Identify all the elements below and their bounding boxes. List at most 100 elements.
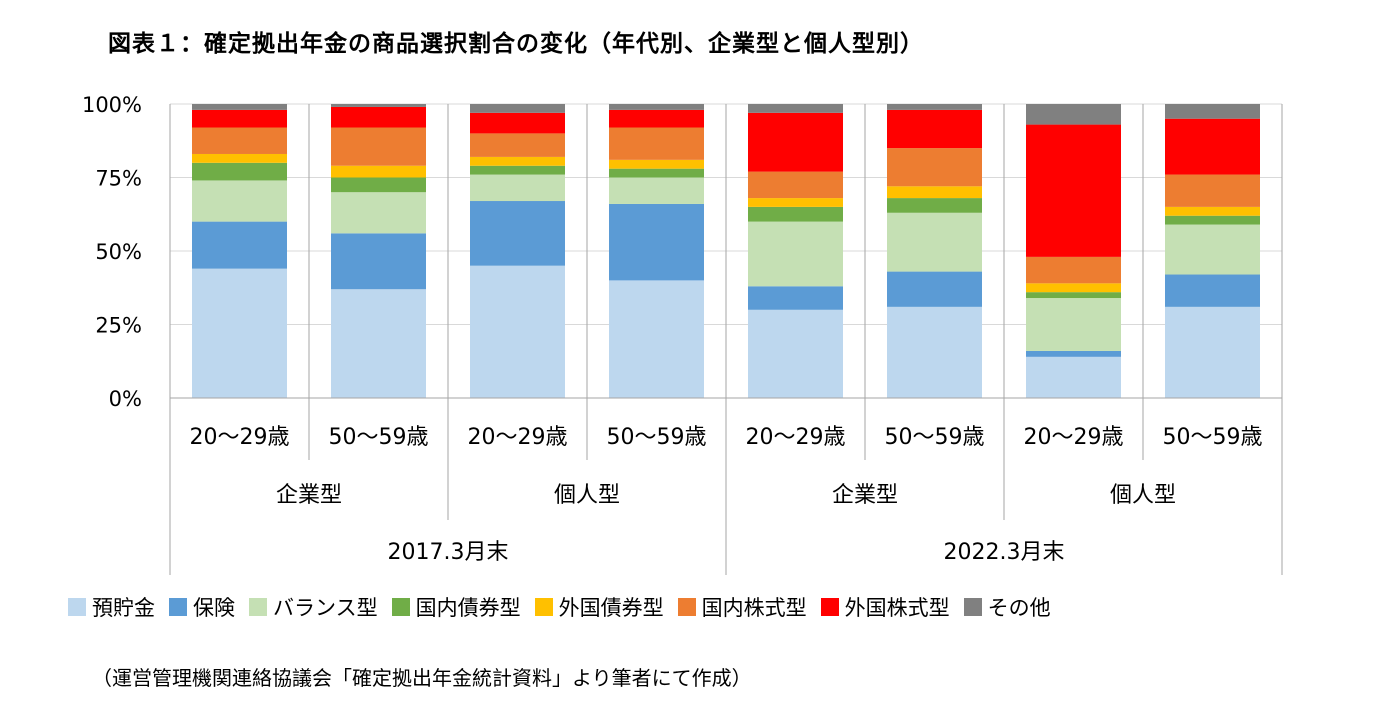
x-tick-label: 50～59歳 (607, 425, 707, 450)
legend-label: その他 (987, 596, 1051, 620)
bar-segment (1165, 274, 1260, 307)
legend-swatch (963, 598, 982, 616)
bar-segment (470, 265, 565, 398)
bar-segment (331, 192, 426, 234)
legend-label: 外国債券型 (558, 596, 664, 620)
bar-segment (1026, 298, 1121, 351)
bar-segment (609, 177, 704, 204)
bar-segment (887, 109, 982, 149)
bar-segment (1165, 224, 1260, 275)
bar-segment (609, 127, 704, 160)
bar-segment (887, 198, 982, 213)
plan-group-label: 企業型 (276, 483, 342, 508)
legend-swatch (169, 598, 187, 616)
legend-swatch (534, 598, 553, 616)
legend-label: 保険 (193, 596, 235, 620)
bar-segment (887, 186, 982, 199)
period-label: 2017.3月末 (388, 540, 509, 565)
bar-segment (609, 159, 704, 169)
x-tick-label: 50～59歳 (329, 425, 429, 450)
legend-item: 国内債券型 (391, 592, 521, 622)
legend-swatch (249, 598, 267, 616)
bar-segment (470, 165, 565, 175)
bar-segment (470, 133, 565, 157)
bar-segment (331, 106, 426, 128)
bar-segment (609, 168, 704, 178)
bar-segment (1165, 104, 1260, 119)
bar-segment (887, 271, 982, 307)
y-tick-label: 100% (82, 93, 142, 117)
bar-segment (470, 174, 565, 202)
x-tick-label: 20～29歳 (1024, 425, 1124, 450)
bar-segment (887, 148, 982, 187)
bar-segment (1026, 256, 1121, 284)
bar-segment (748, 286, 843, 310)
legend-swatch (677, 598, 696, 616)
legend-label: 国内株式型 (701, 596, 807, 620)
legend-item: 保険 (169, 592, 235, 622)
bar-segment (331, 177, 426, 193)
legend-item: バランス型 (249, 592, 378, 622)
bar-segment (609, 280, 704, 398)
bar-segment (748, 309, 843, 398)
period-label: 2022.3月末 (944, 540, 1065, 565)
bar-segment (331, 165, 426, 178)
bar-segment (1165, 306, 1260, 398)
stacked-bar-chart: 0% 25% 50% 75% 100% 20～29歳 50～59歳 20～29歳 50～59歳 2… (82, 93, 1283, 575)
bar-segment (192, 268, 287, 398)
legend-swatch (820, 598, 839, 616)
bar-segment (1026, 292, 1121, 299)
plan-group-label: 企業型 (832, 483, 898, 508)
bar-segment (609, 203, 704, 281)
bar-segment (470, 104, 565, 113)
y-tick-label: 0% (109, 387, 142, 411)
legend-item: その他 (963, 592, 1051, 622)
plan-group-label: 個人型 (1110, 483, 1176, 508)
legend-label: 国内債券型 (415, 596, 521, 620)
legend-item: 外国株式型 (820, 592, 950, 622)
bar-segment (887, 104, 982, 110)
bar-segment (470, 156, 565, 166)
x-tick-label: 20～29歳 (746, 425, 846, 450)
chart-title: 図表１：確定拠出年金の商品選択割合の変化（年代別、企業型と個人型別） (108, 31, 924, 57)
legend-label: 外国株式型 (844, 596, 950, 620)
x-tick-label: 50～59歳 (1163, 425, 1263, 450)
bar-segment (1026, 356, 1121, 398)
bar-segment (748, 112, 843, 172)
bar-segment (192, 162, 287, 181)
y-tick-label: 50% (95, 240, 142, 264)
bar-segment (887, 306, 982, 398)
bar-segment (1026, 283, 1121, 293)
x-tick-label: 20～29歳 (468, 425, 568, 450)
y-tick-label: 75% (95, 167, 142, 191)
bar-segment (192, 127, 287, 154)
legend-item: 預貯金 (68, 592, 155, 622)
bar-segment (1165, 206, 1260, 216)
plan-group-label: 個人型 (554, 483, 620, 508)
legend-swatch (68, 598, 86, 616)
bar-segment (748, 104, 843, 113)
bar-segment (1165, 118, 1260, 175)
bar-segment (609, 109, 704, 128)
legend: 預貯金 保険 バランス型 国内債券型 外国債券型 国内株式型 外国株式型 その他 (68, 590, 1065, 624)
y-tick-label: 25% (95, 314, 142, 338)
bar-segment (192, 109, 287, 128)
bar-segment (331, 127, 426, 166)
bar-segment (1026, 350, 1121, 357)
bar-segment (470, 112, 565, 134)
legend-swatch (391, 598, 410, 616)
bar-segment (1165, 174, 1260, 207)
bar-segment (1026, 104, 1121, 125)
bar-segment (748, 198, 843, 207)
x-tick-label: 20～29歳 (190, 425, 290, 450)
bar-segment (331, 104, 426, 107)
bar-segment (748, 206, 843, 222)
bar-segment (887, 212, 982, 272)
bar-segment (748, 221, 843, 287)
bar-segment (748, 171, 843, 199)
legend-item: 外国債券型 (534, 592, 664, 622)
legend-label: バランス型 (273, 596, 378, 620)
bar-segment (470, 201, 565, 266)
bar-segment (609, 104, 704, 110)
bar-segment (1165, 215, 1260, 225)
